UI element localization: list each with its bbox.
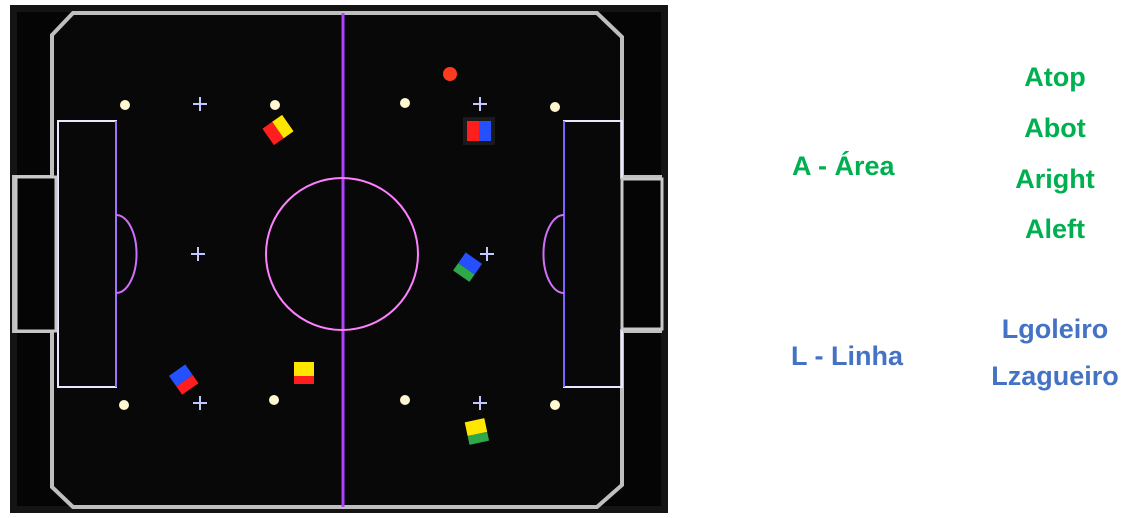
right-goal bbox=[620, 177, 664, 331]
robot-3 bbox=[453, 252, 483, 282]
robot-4 bbox=[168, 364, 199, 395]
right-penalty-arc bbox=[542, 214, 565, 294]
ball bbox=[443, 67, 457, 81]
robot-5 bbox=[294, 362, 314, 384]
cross-marks bbox=[191, 97, 494, 410]
soccer-field-photo bbox=[10, 5, 668, 513]
area-sub-bot: Abot bbox=[1024, 113, 1086, 143]
area-sub-left: Aleft bbox=[1025, 214, 1085, 244]
robot-1 bbox=[262, 114, 294, 146]
robot-6 bbox=[464, 418, 490, 445]
marker-dots bbox=[119, 98, 560, 410]
center-circle bbox=[265, 177, 419, 331]
left-goal bbox=[14, 175, 58, 333]
left-penalty-arc bbox=[115, 214, 138, 294]
linha-sub-zagueiro: Lzagueiro bbox=[991, 361, 1119, 391]
linha-sub-goleiro: Lgoleiro bbox=[1001, 314, 1109, 344]
robot-2 bbox=[463, 117, 495, 145]
area-sub-top: Atop bbox=[1024, 62, 1086, 92]
linha-title: L - Linha bbox=[791, 341, 903, 371]
area-sub-right: Aright bbox=[1015, 164, 1095, 194]
area-title: A - Área bbox=[792, 151, 895, 181]
